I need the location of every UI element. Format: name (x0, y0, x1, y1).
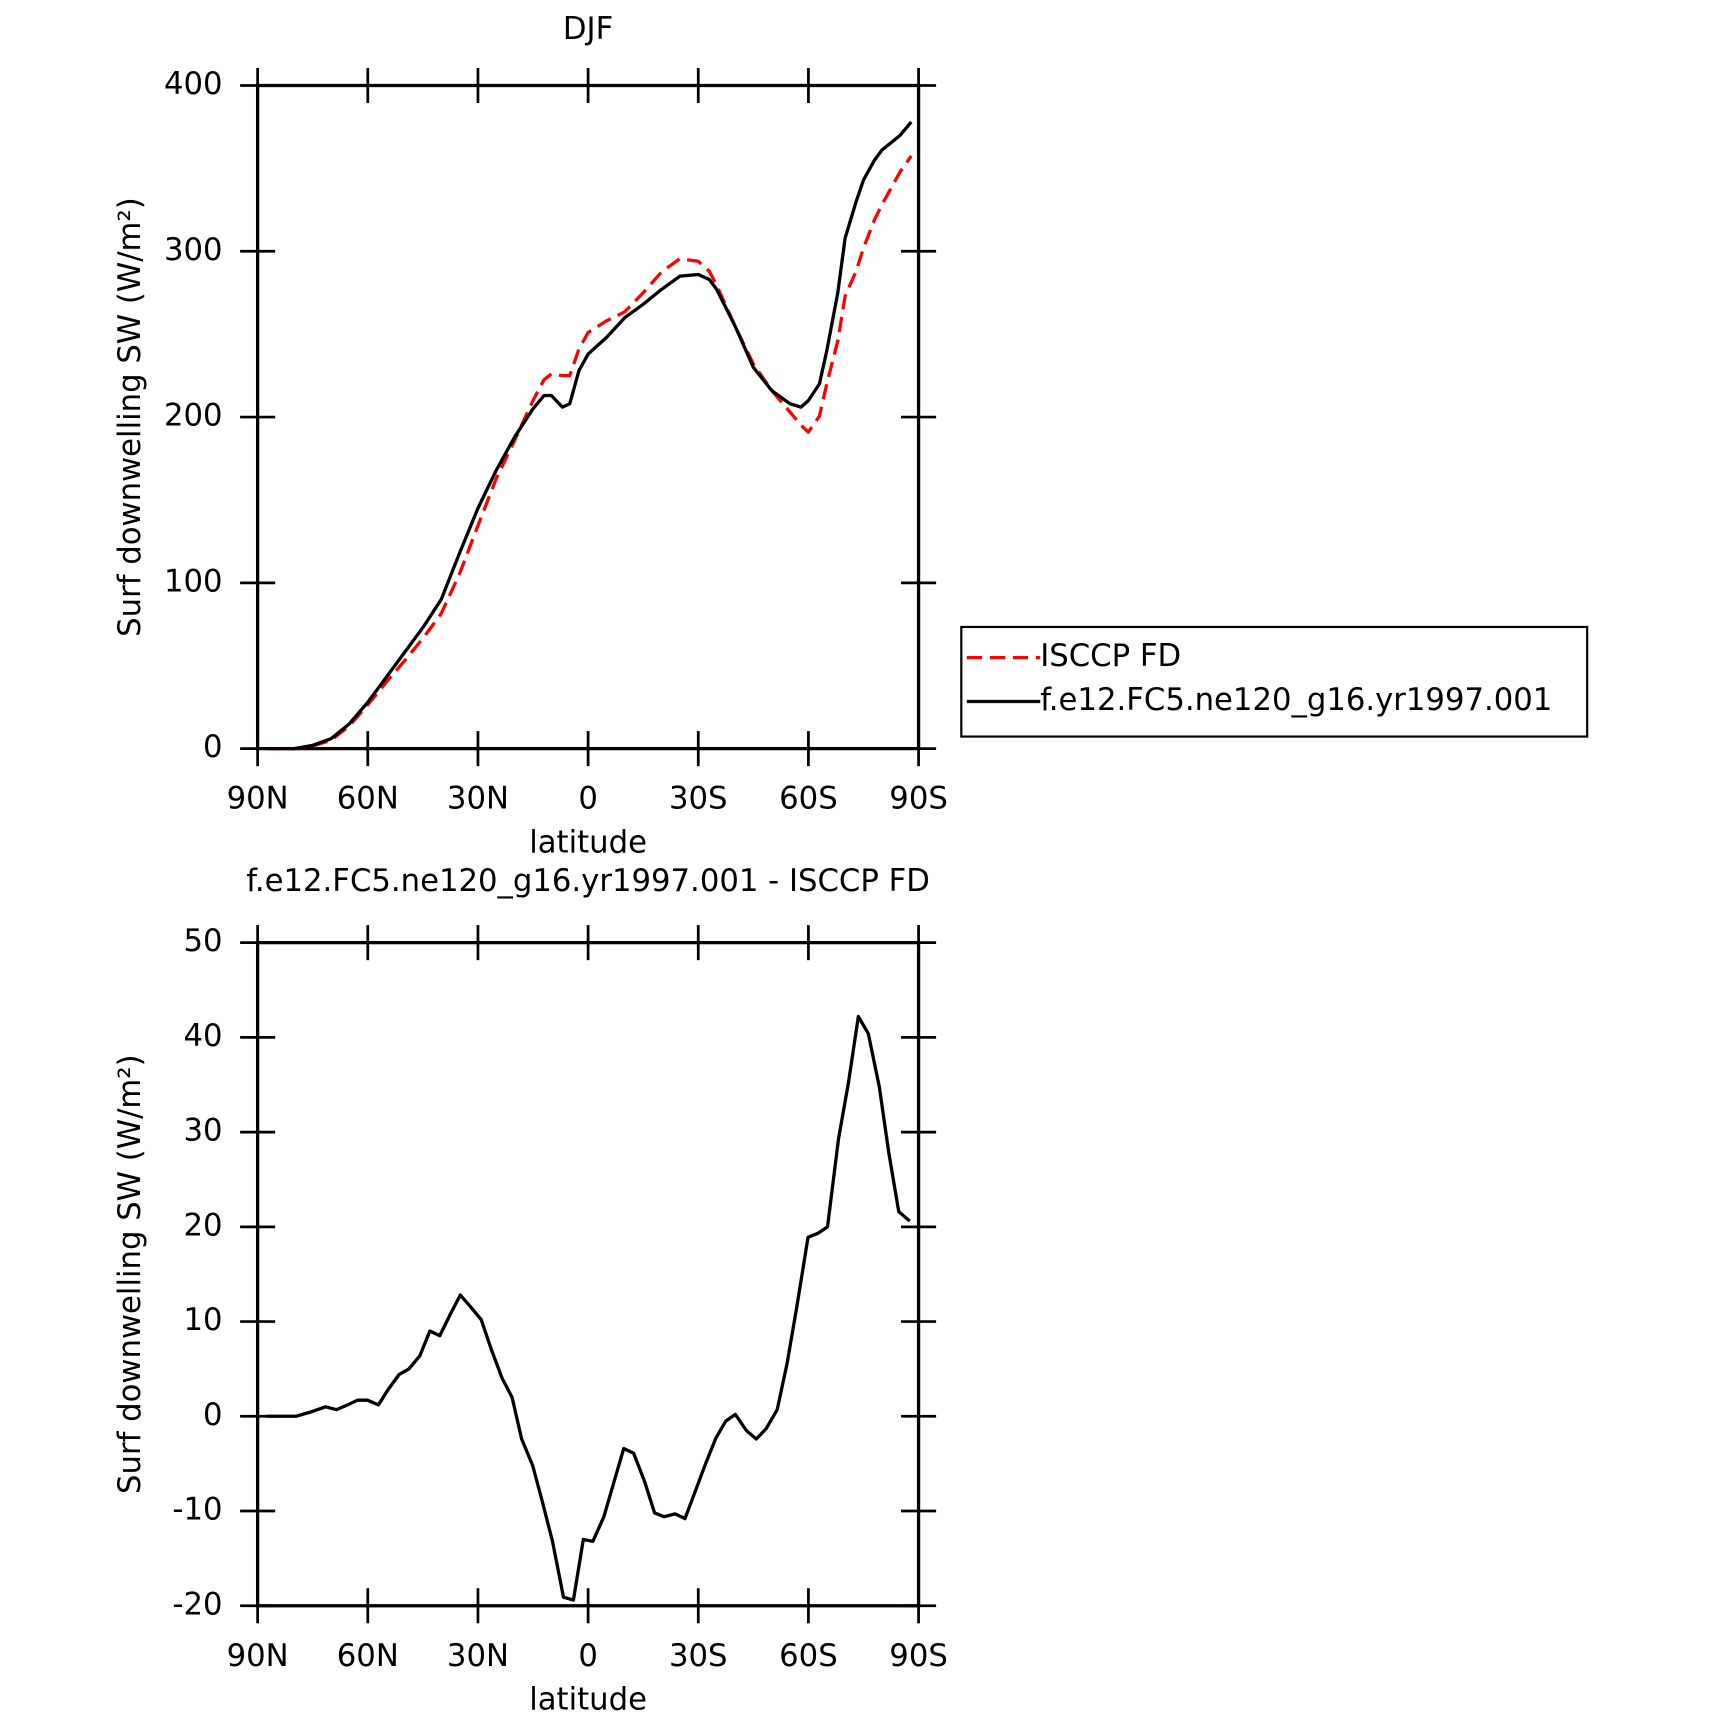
chart-title: DJF (563, 12, 613, 47)
y-tick-label: 40 (183, 1019, 222, 1054)
data-line (266, 155, 913, 751)
chart-title: f.e12.FC5.ne120_g16.yr1997.001 - ISCCP F… (246, 864, 930, 899)
y-tick-label: 200 (164, 399, 223, 434)
x-tick-label: 30N (447, 1639, 509, 1674)
x-axis-label: latitude (529, 1683, 647, 1718)
y-axis-label: Surf downwelling SW (W/m²) (113, 1054, 148, 1494)
y-tick-label: 50 (183, 924, 222, 959)
y-tick-label: 400 (164, 67, 223, 102)
x-tick-label: 60N (337, 1639, 399, 1674)
x-tick-label: 90S (889, 782, 948, 817)
x-tick-label: 30S (669, 782, 728, 817)
data-line (266, 1014, 911, 1602)
y-tick-label: 20 (183, 1208, 222, 1243)
x-tick-label: 60S (779, 782, 838, 817)
x-tick-label: 30N (447, 782, 509, 817)
y-tick-label: 0 (203, 730, 223, 765)
y-tick-label: 30 (183, 1114, 222, 1149)
legend-box (960, 625, 1589, 738)
x-tick-label: 0 (578, 782, 598, 817)
y-tick-label: 300 (164, 233, 223, 268)
y-tick-label: 100 (164, 564, 223, 599)
y-tick-label: 10 (183, 1303, 222, 1338)
y-tick-label: 0 (203, 1398, 223, 1433)
legend-label: ISCCP FD (1040, 639, 1181, 674)
x-tick-label: 60N (337, 782, 399, 817)
y-tick-label: -20 (172, 1587, 222, 1622)
legend-label: f.e12.FC5.ne120_g16.yr1997.001 (1040, 683, 1552, 718)
x-tick-label: 90N (227, 782, 289, 817)
x-tick-label: 90N (227, 1639, 289, 1674)
data-line (266, 120, 913, 751)
x-axis-label: latitude (529, 825, 647, 860)
y-axis-label: Surf downwelling SW (W/m²) (113, 197, 148, 637)
x-tick-label: 60S (779, 1639, 838, 1674)
x-tick-label: 30S (669, 1639, 728, 1674)
y-tick-label: -10 (172, 1493, 222, 1528)
x-tick-label: 0 (578, 1639, 598, 1674)
x-tick-label: 90S (889, 1639, 948, 1674)
